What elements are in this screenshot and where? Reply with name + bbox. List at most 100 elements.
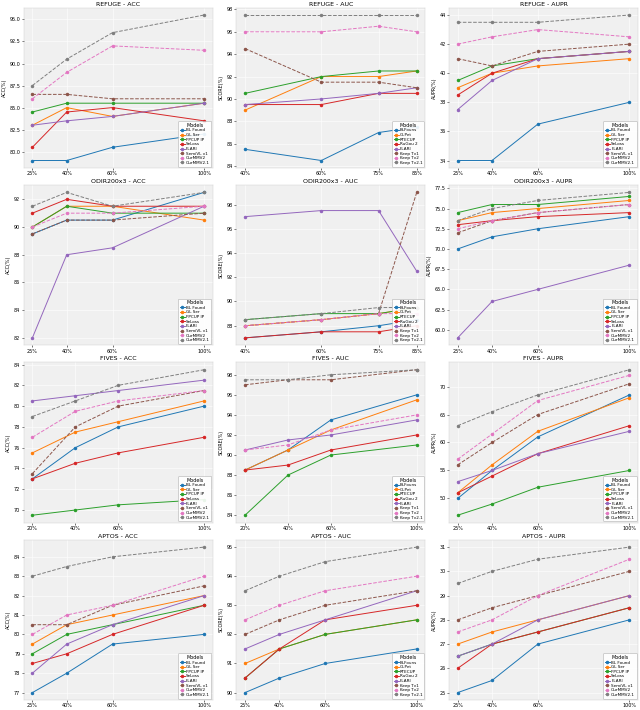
FPCUP IP	[454, 652, 461, 660]
RTECUP	[375, 310, 383, 318]
Keep Tv1	[241, 322, 249, 330]
Keep Tv2	[241, 28, 249, 36]
SemiVL v1	[29, 90, 36, 99]
SeLoss	[488, 69, 496, 77]
Line: BL Found: BL Found	[457, 102, 630, 162]
Line: SemiVL v1: SemiVL v1	[457, 204, 630, 234]
Line: SemiVL v1: SemiVL v1	[31, 93, 205, 100]
OurMMV2	[200, 572, 208, 581]
OurMMV2	[488, 616, 496, 624]
SeLoss	[534, 55, 541, 63]
OurMMV2	[454, 40, 461, 48]
OurMMV2	[29, 94, 36, 103]
FLARI	[375, 89, 383, 97]
OurMMV2.1	[200, 11, 208, 19]
Title: FIVES - AUPR: FIVES - AUPR	[524, 356, 564, 361]
GL Ser	[454, 488, 461, 497]
FLARI	[29, 334, 36, 342]
Keep Tv2	[375, 22, 383, 31]
BLFouns	[413, 391, 420, 399]
Keep Tv1	[241, 381, 249, 389]
OurMMV2.1	[488, 18, 496, 26]
FPCUP IP	[625, 192, 633, 201]
OurMMV2	[625, 371, 633, 380]
Line: SeLoss: SeLoss	[457, 425, 630, 494]
OurMMV2	[29, 630, 36, 639]
SeLoss	[454, 220, 461, 229]
GL Ser	[29, 121, 36, 129]
Title: REFUGE - AUC: REFUGE - AUC	[308, 1, 353, 6]
OurMMV2.1	[29, 202, 36, 210]
Line: BL Found: BL Found	[457, 394, 630, 499]
Y-axis label: ACC(%): ACC(%)	[6, 611, 12, 629]
BLFouns	[327, 415, 335, 424]
FPCUP IP	[63, 630, 70, 639]
BLFouns	[241, 688, 249, 697]
Line: RTECUP: RTECUP	[244, 70, 418, 94]
RuGou 2	[413, 322, 420, 330]
BL Found	[29, 230, 36, 239]
SemiVL v1	[488, 604, 496, 612]
Title: APTOS - AUC: APTOS - AUC	[311, 534, 351, 539]
BLFouns	[241, 334, 249, 342]
GLPet	[317, 72, 325, 81]
Y-axis label: AUPR(%): AUPR(%)	[431, 77, 436, 99]
Keep Tv2	[276, 601, 284, 610]
BL Found	[29, 688, 36, 697]
FPCUP IP	[488, 200, 496, 209]
RuGou 2	[241, 334, 249, 342]
BL Found	[63, 669, 70, 677]
Y-axis label: ACC(%): ACC(%)	[6, 256, 12, 274]
FLARI	[454, 105, 461, 114]
OurMMV2	[534, 396, 541, 405]
OurMMV2	[534, 591, 541, 600]
FLARI	[200, 202, 208, 210]
FPCUP IP	[625, 47, 633, 55]
GLPet	[413, 303, 420, 312]
FLARI	[327, 431, 335, 439]
SeLoss	[29, 659, 36, 667]
FLARI	[200, 591, 208, 600]
RuGou 2	[276, 645, 284, 653]
Keep Tv1	[327, 376, 335, 384]
FLARI	[534, 449, 541, 458]
GL Ser	[534, 616, 541, 624]
SemiVL v1	[454, 229, 461, 237]
OurMMV2	[109, 601, 116, 610]
Legend: BL Found, GL Ser, FPCUP IP, SeLoss, FLARI, SemiVL v1, OurMMV2, OurMMV2.1: BL Found, GL Ser, FPCUP IP, SeLoss, FLAR…	[178, 476, 211, 521]
FLARI	[115, 386, 122, 395]
FPCUP IP	[200, 601, 208, 610]
Keep Tv1	[284, 376, 292, 384]
BL Found	[200, 188, 208, 197]
FLARI	[29, 669, 36, 677]
OurMMV2.1	[625, 366, 633, 374]
Title: APTOS - AUPR: APTOS - AUPR	[522, 534, 565, 539]
FLARI	[29, 121, 36, 129]
SemiVL v1	[109, 94, 116, 103]
GLPet	[321, 630, 329, 639]
GL Ser	[63, 202, 70, 210]
Keep Tv2.1	[241, 586, 249, 595]
SeLoss	[115, 449, 122, 457]
Line: FLARI: FLARI	[457, 430, 630, 483]
Line: RuGou 2: RuGou 2	[244, 434, 418, 471]
FLARI	[534, 616, 541, 624]
Keep Tv2.1	[413, 11, 420, 19]
Line: SemiVL v1: SemiVL v1	[31, 212, 205, 235]
Y-axis label: ACC(%): ACC(%)	[2, 79, 6, 97]
BL Found	[109, 143, 116, 151]
FLARI	[321, 616, 329, 624]
SemiVL v1	[454, 461, 461, 469]
SemiVL v1	[625, 379, 633, 388]
BL Found	[454, 494, 461, 503]
GL Ser	[534, 204, 541, 213]
FLARI	[317, 207, 325, 215]
Keep Tv2.1	[375, 303, 383, 312]
SemiVL v1	[115, 402, 122, 410]
FPCUP IP	[488, 500, 496, 508]
FLARI	[413, 84, 420, 92]
Line: FPCUP IP: FPCUP IP	[31, 102, 205, 113]
GL Ser	[200, 216, 208, 224]
OurMMV2	[63, 611, 70, 619]
FPCUP IP	[29, 108, 36, 116]
